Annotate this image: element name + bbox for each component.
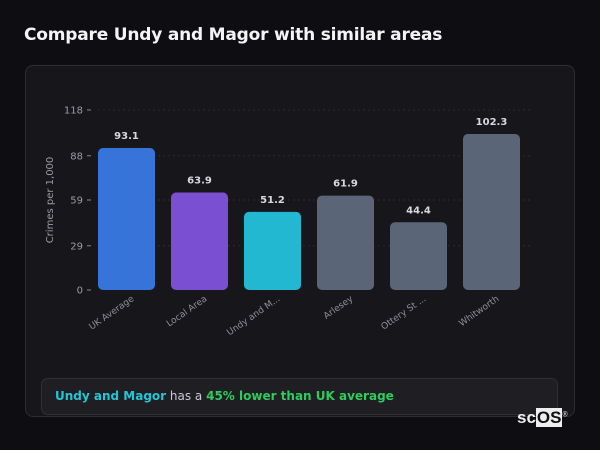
- x-tick-label: Arlesey: [322, 294, 356, 322]
- bar: [317, 195, 374, 290]
- bar-value-label: 63.9: [187, 176, 212, 187]
- x-tick-label: Whitworth: [457, 294, 501, 329]
- y-tick-label: 88: [70, 151, 83, 162]
- x-tick-label: UK Average: [88, 294, 137, 332]
- y-tick-label: 59: [70, 196, 83, 207]
- bar: [463, 133, 520, 290]
- bar-value-label: 93.1: [114, 131, 139, 142]
- y-axis-label: Crimes per 1,000: [45, 157, 56, 244]
- summary-box: Undy and Magor has a 45% lower than UK a…: [41, 378, 558, 415]
- summary-stat: 45% lower than UK average: [206, 389, 394, 403]
- bar-value-label: 51.2: [260, 195, 285, 206]
- bar-value-label: 61.9: [333, 179, 358, 190]
- bar-value-label: 102.3: [476, 117, 508, 128]
- summary-place: Undy and Magor: [55, 389, 167, 403]
- y-tick-label: 118: [64, 106, 83, 117]
- page-title: Compare Undy and Magor with similar area…: [24, 25, 443, 45]
- summary-middle: has a: [166, 389, 207, 403]
- bar: [171, 192, 228, 290]
- x-tick-label: Ottery St ...: [380, 294, 429, 332]
- scos-logo: scOS®: [517, 408, 568, 427]
- bar: [98, 147, 155, 290]
- bar-value-label: 44.4: [406, 205, 431, 216]
- x-tick-label: Local Area: [165, 294, 209, 329]
- bar: [390, 222, 447, 290]
- bar: [244, 211, 301, 290]
- y-tick-label: 29: [70, 241, 83, 252]
- x-tick-label: Undy and M...: [225, 294, 282, 338]
- y-tick-label: 0: [77, 286, 83, 297]
